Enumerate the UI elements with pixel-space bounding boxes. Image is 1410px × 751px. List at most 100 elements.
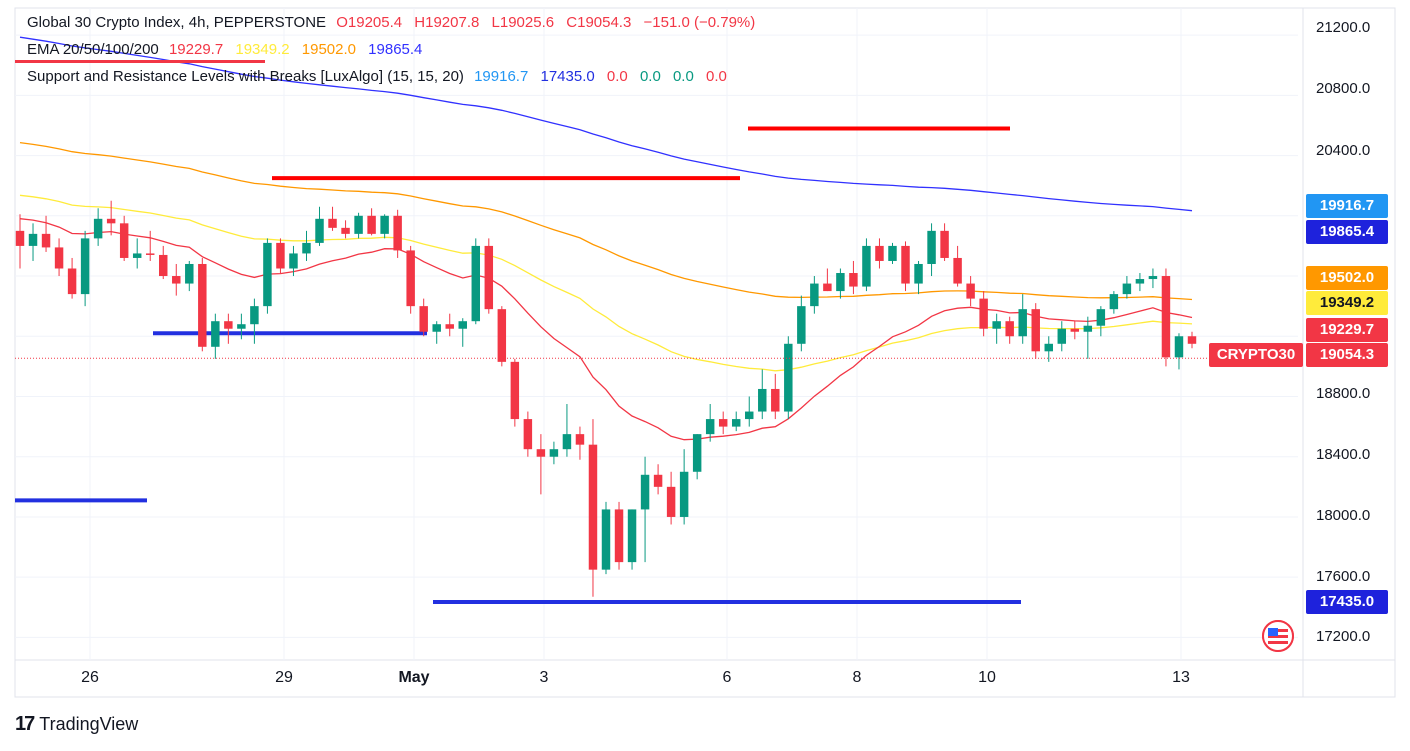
candle-body xyxy=(211,321,220,347)
candle-body xyxy=(836,273,845,292)
x-tick-label: 3 xyxy=(539,669,549,686)
candle-body xyxy=(28,233,38,246)
candle-body xyxy=(810,283,819,307)
candle-body xyxy=(172,276,181,284)
us-flag-graphic xyxy=(1262,620,1294,652)
candle-body xyxy=(393,215,402,251)
candle-body xyxy=(875,245,884,261)
legend-sr-v1: 19916.7 xyxy=(474,68,529,85)
legend-sr-v3: 0.0 xyxy=(606,68,628,85)
legend-ema100: 19502.0 xyxy=(301,41,356,58)
candle-body xyxy=(901,245,910,284)
ema50-price-badge: 19349.2 xyxy=(1306,291,1388,315)
candle-body xyxy=(250,306,259,325)
legend-ema50: 19349.2 xyxy=(235,41,290,58)
candle-body xyxy=(771,388,780,412)
candle-body xyxy=(237,324,246,329)
candle-body xyxy=(41,233,51,248)
candle-body xyxy=(289,253,298,269)
x-tick-label: 26 xyxy=(81,669,99,686)
candle-body xyxy=(784,343,793,412)
candle-body xyxy=(1005,321,1014,337)
candle-body xyxy=(523,419,533,450)
legend-ema200: 19865.4 xyxy=(368,41,423,58)
x-tick-label: 8 xyxy=(852,669,862,686)
legend-ema-underline xyxy=(15,60,265,63)
legend-sr-v5: 0.0 xyxy=(672,68,694,85)
candle-body xyxy=(432,324,441,332)
legend-ema20: 19229.7 xyxy=(168,41,224,58)
y-tick-label: 18400.0 xyxy=(1316,446,1371,463)
candle-body xyxy=(849,273,858,287)
legend-change: −151.0 (−0.79%) xyxy=(643,14,756,31)
candle-body xyxy=(406,250,415,307)
candle-body xyxy=(549,449,559,457)
ema200-price-badge: 19865.4 xyxy=(1306,220,1388,244)
ema20-price-badge: 19229.7 xyxy=(1306,318,1388,342)
candle-body xyxy=(666,486,676,517)
ema50-line xyxy=(19,194,1193,372)
resistance-price-badge: 19916.7 xyxy=(1306,194,1388,218)
candle-body xyxy=(914,263,923,284)
candle-body xyxy=(536,449,546,457)
candle-body xyxy=(145,253,155,255)
candle-body xyxy=(224,321,233,329)
candle-body xyxy=(1148,276,1158,280)
candle-body xyxy=(510,361,520,420)
candle-body xyxy=(575,434,585,445)
x-tick-label: May xyxy=(398,669,430,686)
tradingview-logo-icon: 17 xyxy=(15,713,35,735)
candle-body xyxy=(1109,294,1119,310)
chart-frame xyxy=(14,7,1396,698)
legend-sr-label: Support and Resistance Levels with Break… xyxy=(27,68,464,85)
candle-body xyxy=(119,223,129,258)
ema100-price-badge: 19502.0 xyxy=(1306,266,1388,290)
candle-body xyxy=(367,215,376,234)
candle-body xyxy=(745,411,754,420)
symbol-tag: CRYPTO30 xyxy=(1209,343,1303,367)
support-price-badge: 17435.0 xyxy=(1306,590,1388,614)
candle-body xyxy=(497,309,507,362)
candle-body xyxy=(862,245,871,287)
candle-body xyxy=(341,227,350,234)
ema200-line xyxy=(19,36,1193,212)
legend-title: Global 30 Crypto Index, 4h, PEPPERSTONE xyxy=(27,14,327,31)
candle-body xyxy=(627,509,637,563)
ema100-line xyxy=(19,141,1193,301)
candle-body xyxy=(758,388,767,412)
candle-body xyxy=(1122,283,1132,295)
candle-body xyxy=(1018,309,1027,337)
candle-body xyxy=(132,253,142,258)
candle-body xyxy=(302,242,311,254)
legend-high: H19207.8 xyxy=(414,14,480,31)
candle-body xyxy=(653,474,663,487)
y-tick-label: 18800.0 xyxy=(1316,385,1371,402)
candle-body xyxy=(80,238,90,295)
candle-body xyxy=(198,263,207,347)
candle-body xyxy=(718,419,728,427)
candle-body xyxy=(263,242,272,307)
candle-body xyxy=(1174,336,1184,358)
candle-body xyxy=(67,268,77,295)
candle-body xyxy=(419,306,428,332)
candle-body xyxy=(705,419,715,435)
legend-ema-label: EMA 20/50/100/200 xyxy=(27,41,159,58)
legend-sr-v2: 17435.0 xyxy=(540,68,595,85)
candle-body xyxy=(992,321,1001,329)
x-tick-label: 29 xyxy=(275,669,293,686)
legend-open: O19205.4 xyxy=(336,14,403,31)
candle-body xyxy=(1070,328,1080,332)
legend-sr-v4: 0.0 xyxy=(639,68,661,85)
us-flag-icon[interactable] xyxy=(1262,620,1294,652)
candle-body xyxy=(159,254,168,277)
candle-body xyxy=(185,263,194,284)
candle-body xyxy=(640,474,650,510)
candle-body xyxy=(471,245,481,322)
candle-body xyxy=(562,434,572,450)
candle-body xyxy=(1096,309,1106,326)
candle-body xyxy=(484,245,494,310)
candle-body xyxy=(966,283,975,299)
ema20-line xyxy=(19,218,1193,441)
tradingview-footer[interactable]: 17 TradingView xyxy=(15,713,138,736)
